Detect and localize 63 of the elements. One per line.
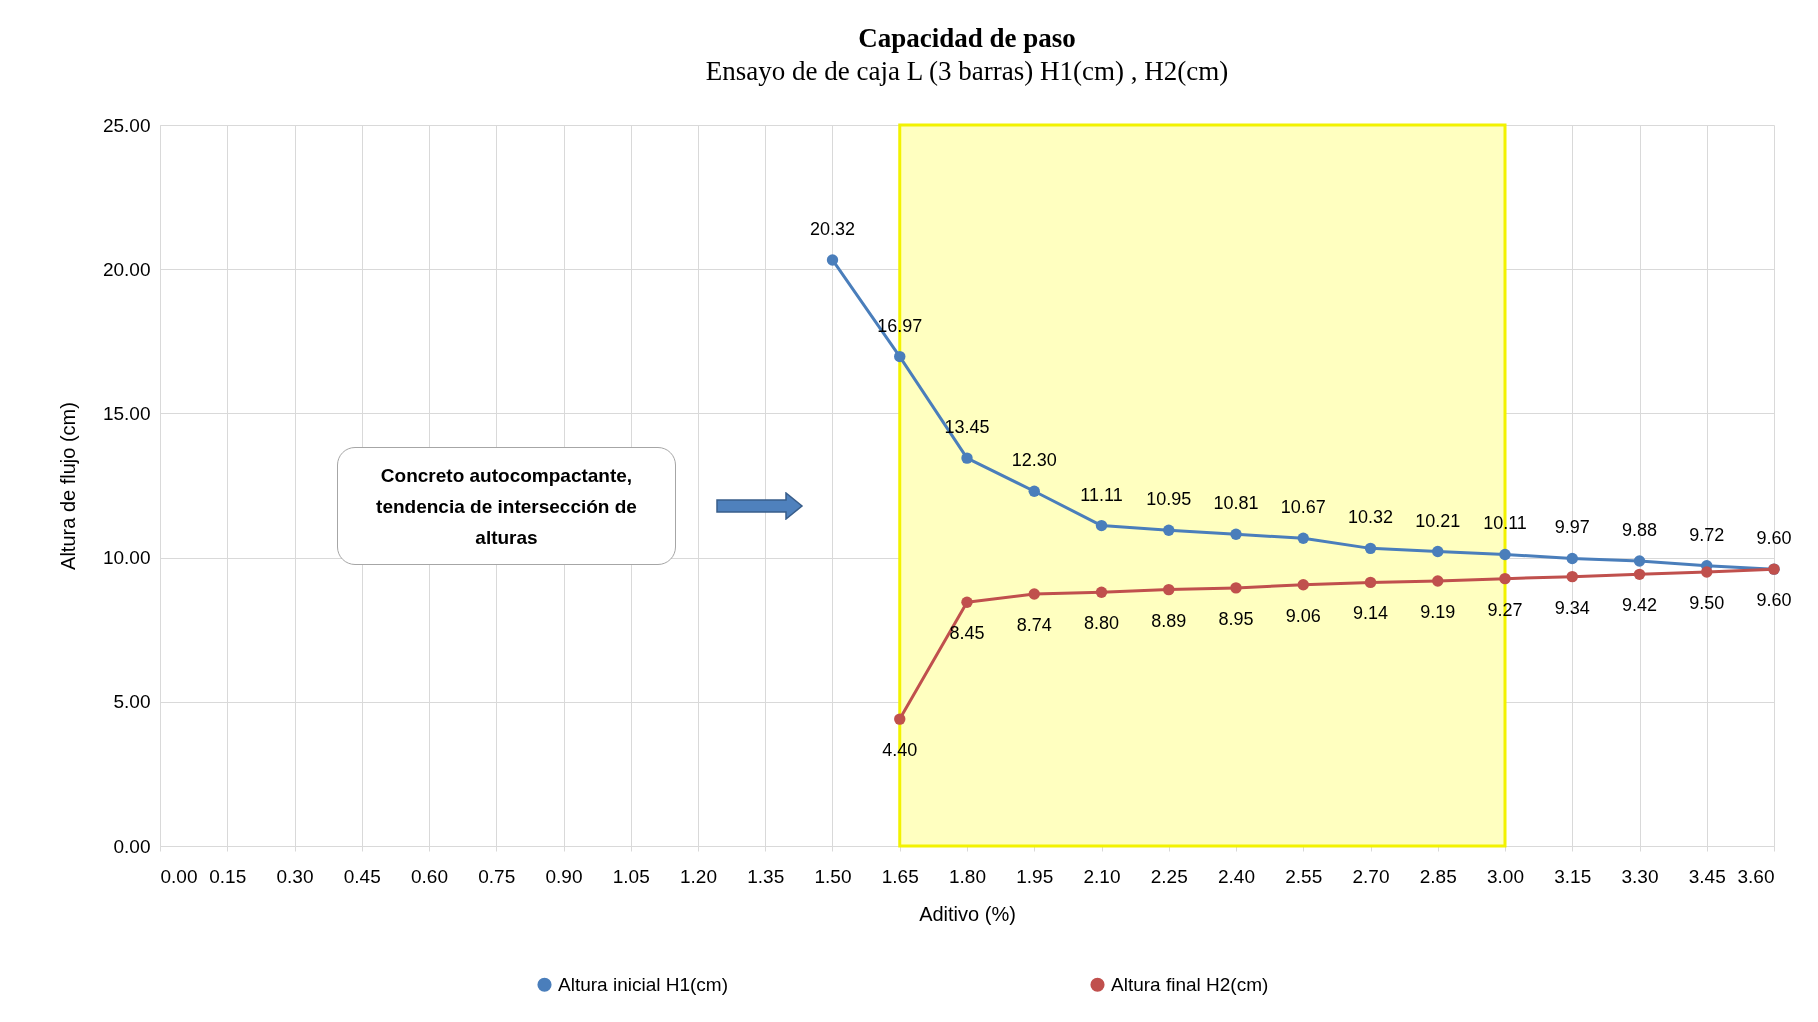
data-label: 9.34 [1554,597,1590,618]
y-tick-label: 0.00 [113,835,151,857]
data-label: 13.45 [944,417,990,438]
data-label: 12.30 [1011,450,1057,471]
x-tick-label: 3.30 [1621,865,1659,887]
data-label: 20.32 [809,218,856,239]
x-tick-label: 1.50 [814,865,852,887]
data-label: 10.95 [1146,489,1192,510]
x-tick-label: 2.55 [1285,865,1323,887]
x-axis-title: Aditivo (%) [919,902,1016,925]
legend-label: Altura final H2(cm) [1111,973,1269,995]
data-label: 8.95 [1218,608,1254,629]
data-label: 10.81 [1213,493,1259,514]
x-tick-label: 0.60 [411,865,448,887]
x-tick-label: 2.70 [1352,865,1390,887]
x-tick-label: 1.20 [680,865,717,887]
x-tick-label: 1.65 [881,865,919,887]
x-tick-label: 0.45 [343,865,381,887]
x-tick-label: 1.80 [949,865,986,887]
chart-title: Capacidad de paso [858,23,1076,53]
data-label: 10.67 [1280,497,1326,518]
data-label: 8.45 [949,623,985,644]
x-tick-label: 1.05 [612,865,650,887]
data-label: 8.74 [1016,614,1052,635]
x-tick-label: 2.40 [1218,865,1255,887]
x-tick-label: 0.15 [209,865,247,887]
data-label: 11.11 [1080,484,1123,505]
y-tick-label: 10.00 [102,547,151,569]
chart-subtitle: Ensayo de de caja L (3 barras) H1(cm) , H2(cm) [705,56,1229,86]
data-label: 9.60 [1756,528,1792,549]
x-tick-label: 1.35 [747,865,785,887]
data-label: 9.72 [1689,524,1725,545]
y-tick-label: 5.00 [113,691,151,713]
data-label: 8.80 [1083,613,1120,634]
data-label: 9.42 [1621,595,1658,616]
data-label: 9.50 [1689,593,1725,614]
x-tick-label: 0.75 [478,865,516,887]
data-label: 9.06 [1285,605,1321,626]
x-tick-label: 1.95 [1016,865,1054,887]
legend-label: Altura inicial H1(cm) [558,973,728,995]
x-tick-label: 3.60 [1737,865,1775,887]
data-label: 8.89 [1151,610,1187,631]
x-tick-label: 2.25 [1150,865,1188,887]
data-label: 9.19 [1420,601,1456,622]
data-label: 9.14 [1352,603,1389,624]
data-label: 9.60 [1756,590,1792,611]
x-tick-label: 0.00 [160,865,198,887]
x-tick-label: 2.85 [1419,865,1457,887]
y-axis-title: Altura de flujo (cm) [56,402,79,570]
note-box: Concreto autocompactante, tendencia de intersección de alturas [337,447,676,565]
data-label: 10.21 [1415,510,1461,531]
y-tick-label: 20.00 [102,258,151,280]
y-tick-label: 25.00 [102,114,151,136]
x-tick-label: 3.15 [1554,865,1592,887]
x-tick-label: 3.45 [1688,865,1726,887]
x-tick-label: 3.00 [1487,865,1524,887]
x-tick-label: 2.10 [1083,865,1121,887]
data-label: 9.97 [1554,517,1590,538]
data-label: 10.32 [1347,507,1394,528]
x-tick-label: 0.90 [545,865,583,887]
data-label: 9.88 [1621,520,1658,541]
y-tick-label: 15.00 [102,402,151,424]
x-tick-label: 0.30 [276,865,314,887]
